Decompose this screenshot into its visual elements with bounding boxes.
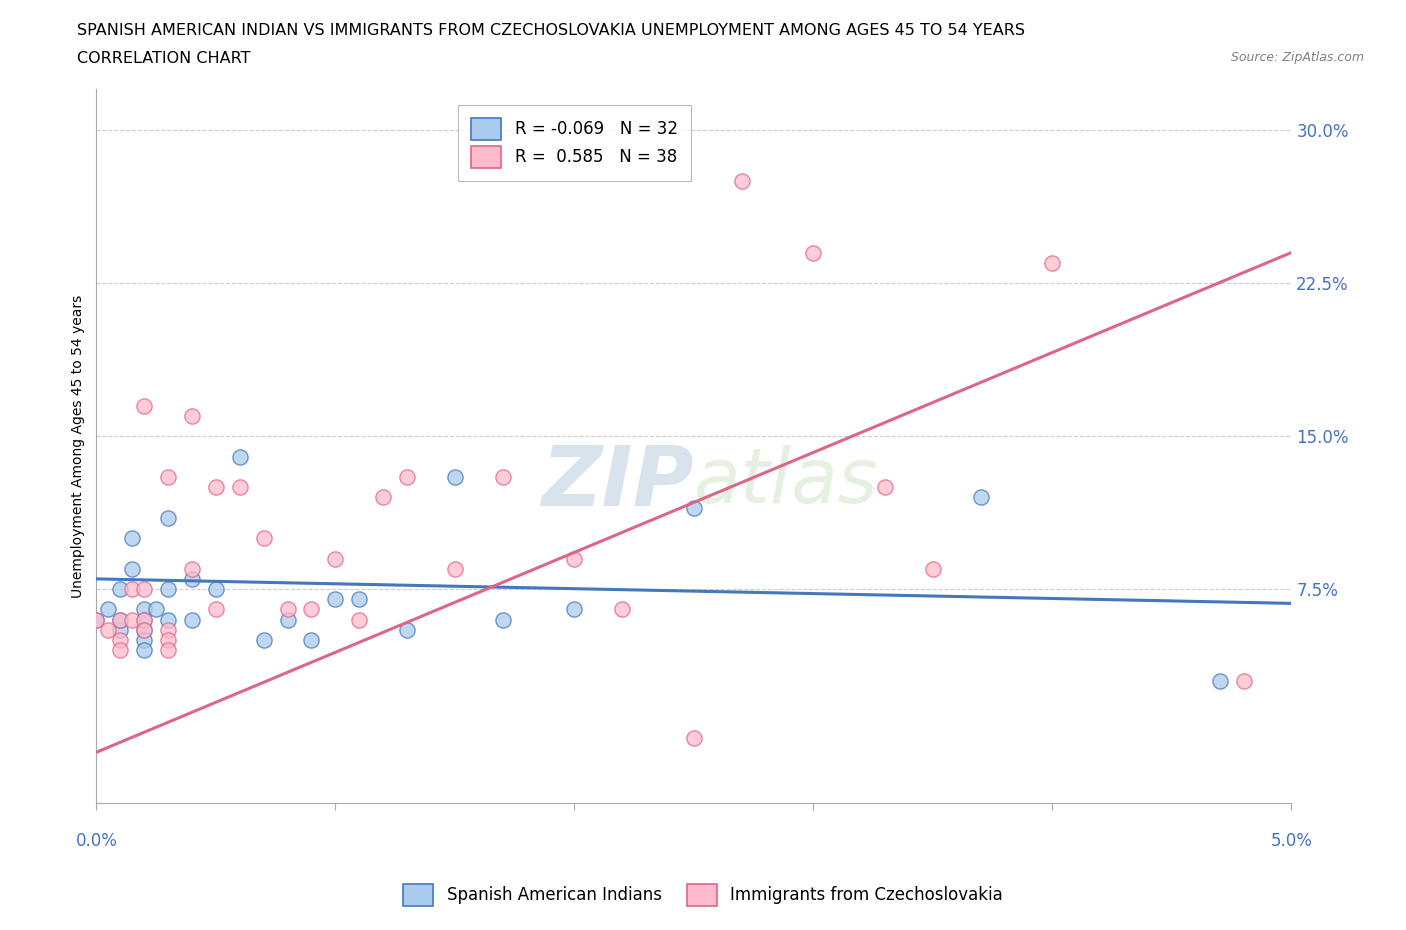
Point bbox=[86, 612, 108, 627]
Text: ZIP: ZIP bbox=[541, 442, 693, 523]
Point bbox=[157, 612, 180, 627]
Point bbox=[157, 632, 180, 647]
Point bbox=[121, 581, 143, 596]
Text: CORRELATION CHART: CORRELATION CHART bbox=[77, 51, 250, 66]
Point bbox=[396, 622, 419, 637]
Y-axis label: Unemployment Among Ages 45 to 54 years: Unemployment Among Ages 45 to 54 years bbox=[72, 295, 86, 598]
Point bbox=[396, 470, 419, 485]
Point bbox=[492, 470, 515, 485]
Point bbox=[97, 622, 120, 637]
Point bbox=[969, 490, 991, 505]
Point bbox=[110, 643, 132, 658]
Point bbox=[157, 622, 180, 637]
Point bbox=[157, 511, 180, 525]
Point bbox=[86, 612, 108, 627]
Point bbox=[121, 531, 143, 546]
Point bbox=[444, 470, 467, 485]
Point bbox=[121, 562, 143, 577]
Point bbox=[801, 246, 824, 260]
Point bbox=[325, 551, 347, 566]
Point bbox=[492, 612, 515, 627]
Point bbox=[205, 581, 228, 596]
Point bbox=[181, 562, 204, 577]
Point bbox=[134, 612, 156, 627]
Point bbox=[157, 470, 180, 485]
Point bbox=[134, 602, 156, 617]
Point bbox=[157, 581, 180, 596]
Point bbox=[157, 643, 180, 658]
Text: 5.0%: 5.0% bbox=[1271, 831, 1312, 850]
Point bbox=[134, 622, 156, 637]
Point bbox=[873, 480, 896, 495]
Point bbox=[253, 531, 276, 546]
Point bbox=[134, 643, 156, 658]
Point bbox=[921, 562, 943, 577]
Point bbox=[134, 612, 156, 627]
Point bbox=[349, 591, 371, 606]
Point bbox=[134, 398, 156, 413]
Point bbox=[562, 551, 585, 566]
Point bbox=[301, 632, 323, 647]
Point bbox=[229, 449, 252, 464]
Point bbox=[253, 632, 276, 647]
Text: atlas: atlas bbox=[693, 445, 879, 519]
Point bbox=[349, 612, 371, 627]
Point bbox=[121, 612, 143, 627]
Point bbox=[110, 612, 132, 627]
Point bbox=[181, 571, 204, 586]
Point bbox=[1208, 673, 1230, 688]
Point bbox=[444, 562, 467, 577]
Point bbox=[110, 622, 132, 637]
Point bbox=[110, 581, 132, 596]
Point bbox=[682, 731, 704, 746]
Point bbox=[181, 612, 204, 627]
Point bbox=[229, 480, 252, 495]
Point bbox=[682, 500, 704, 515]
Point bbox=[205, 480, 228, 495]
Point bbox=[145, 602, 167, 617]
Point bbox=[562, 602, 585, 617]
Legend: Spanish American Indians, Immigrants from Czechoslovakia: Spanish American Indians, Immigrants fro… bbox=[396, 878, 1010, 912]
Point bbox=[134, 632, 156, 647]
Point bbox=[181, 408, 204, 423]
Text: SPANISH AMERICAN INDIAN VS IMMIGRANTS FROM CZECHOSLOVAKIA UNEMPLOYMENT AMONG AGE: SPANISH AMERICAN INDIAN VS IMMIGRANTS FR… bbox=[77, 23, 1025, 38]
Point bbox=[373, 490, 395, 505]
Point bbox=[1040, 256, 1063, 271]
Point bbox=[205, 602, 228, 617]
Text: Source: ZipAtlas.com: Source: ZipAtlas.com bbox=[1230, 51, 1364, 64]
Point bbox=[610, 602, 633, 617]
Point bbox=[730, 174, 752, 189]
Point bbox=[134, 581, 156, 596]
Point bbox=[97, 602, 120, 617]
Point bbox=[110, 612, 132, 627]
Point bbox=[301, 602, 323, 617]
Point bbox=[1232, 673, 1254, 688]
Point bbox=[134, 622, 156, 637]
Legend: R = -0.069   N = 32, R =  0.585   N = 38: R = -0.069 N = 32, R = 0.585 N = 38 bbox=[458, 105, 690, 181]
Point bbox=[277, 612, 299, 627]
Point bbox=[277, 602, 299, 617]
Text: 0.0%: 0.0% bbox=[76, 831, 117, 850]
Point bbox=[325, 591, 347, 606]
Point bbox=[110, 632, 132, 647]
